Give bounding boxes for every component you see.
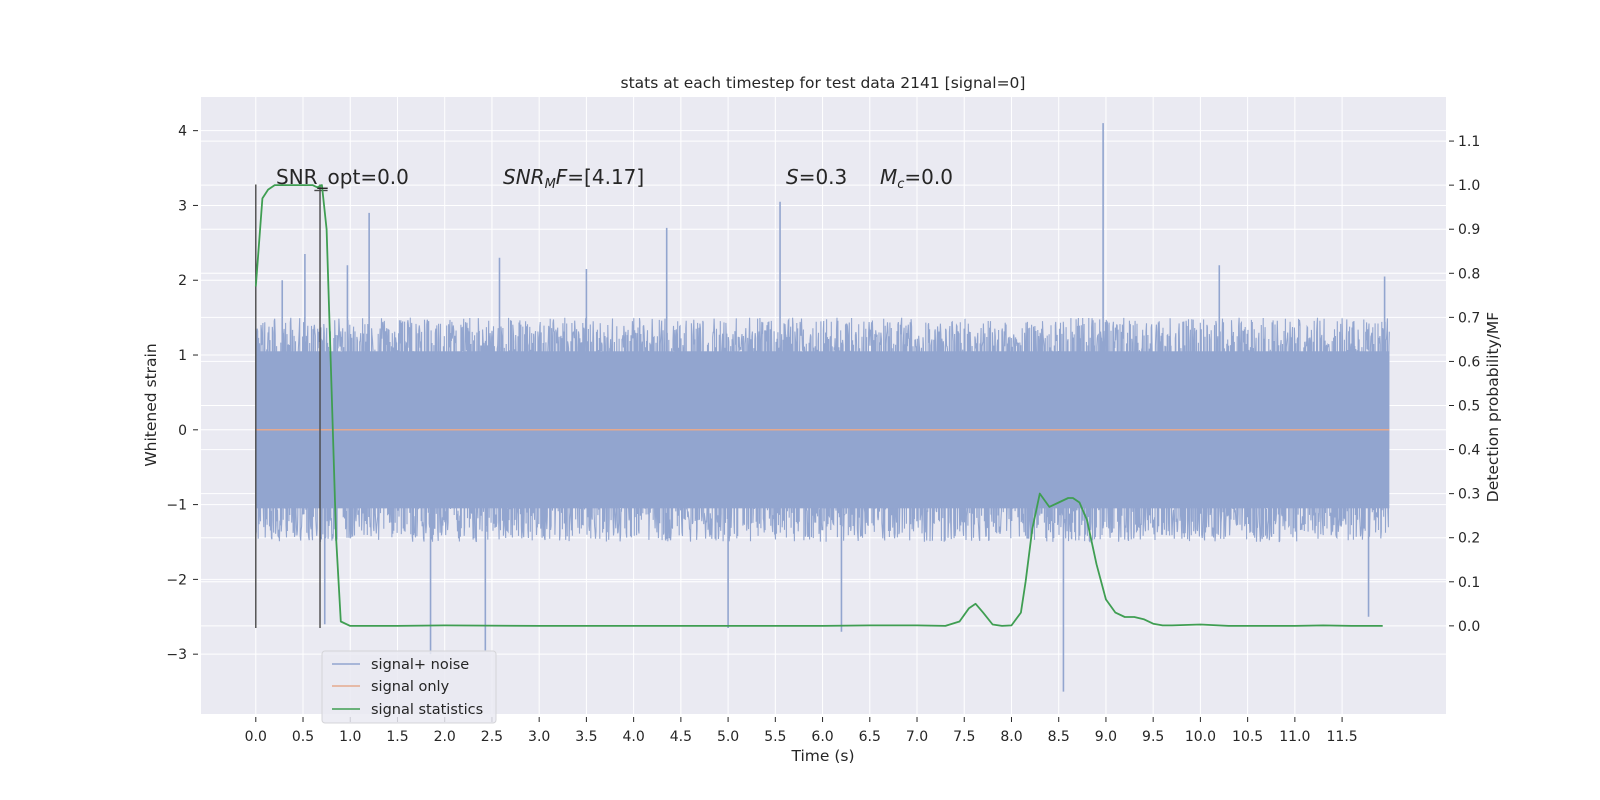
x-tick-label: 1.0 <box>339 729 361 745</box>
right-y-tick-label: 0.8 <box>1458 266 1480 282</box>
annotation-snr-mf: SNRMF=[4.17] <box>503 165 644 192</box>
annotation-mc-subscript: c <box>897 177 904 192</box>
annotation-mc-symbol: M <box>880 165 897 189</box>
left-y-axis-ticks: 4 3 2 1 0 −1 −2 −3 <box>166 124 198 663</box>
x-tick-label: 10.5 <box>1232 729 1263 745</box>
x-tick-label: 7.5 <box>953 729 975 745</box>
right-y-tick-label: 0.6 <box>1458 354 1480 370</box>
legend-label-noise: signal+ noise <box>371 657 469 673</box>
x-tick-label: 10.0 <box>1185 729 1216 745</box>
chart-title: stats at each timestep for test data 214… <box>621 74 1026 92</box>
x-tick-label: 5.5 <box>764 729 786 745</box>
right-y-tick-label: 0.2 <box>1458 531 1480 547</box>
left-y-tick-label: −1 <box>166 498 187 514</box>
x-tick-label: 0.0 <box>245 729 267 745</box>
x-tick-label: 6.5 <box>859 729 881 745</box>
x-tick-label: 8.0 <box>1000 729 1022 745</box>
x-tick-label: 7.0 <box>906 729 928 745</box>
legend: signal+ noise signal only signal statist… <box>321 650 497 724</box>
annotation-s-value: =0.3 <box>799 165 848 189</box>
right-y-tick-label: 0.3 <box>1458 487 1480 503</box>
statistics-line <box>254 184 1383 627</box>
annotation-mc: Mc=0.0 <box>880 165 953 192</box>
left-y-tick-label: 3 <box>178 198 187 214</box>
x-tick-label: 4.5 <box>670 729 692 745</box>
x-tick-label: 3.0 <box>528 729 550 745</box>
right-y-tick-label: 0.7 <box>1458 310 1480 326</box>
legend-box <box>321 650 497 724</box>
x-tick-label: 8.5 <box>1048 729 1070 745</box>
x-tick-label: 2.0 <box>434 729 456 745</box>
x-axis-label: Time (s) <box>790 747 854 765</box>
x-tick-label: 9.0 <box>1095 729 1117 745</box>
x-tick-label: 9.5 <box>1142 729 1164 745</box>
annotation-mc-value: =0.0 <box>904 165 953 189</box>
right-y-tick-label: 0.9 <box>1458 222 1480 238</box>
x-tick-label: 6.0 <box>811 729 833 745</box>
vertical-markers <box>255 184 328 628</box>
legend-label-signal: signal only <box>371 679 450 695</box>
annotation-s-symbol: S <box>786 165 799 189</box>
right-y-axis-label: Detection probability/MF <box>1484 312 1502 503</box>
x-tick-label: 2.5 <box>481 729 503 745</box>
left-y-tick-label: 0 <box>178 423 187 439</box>
annotation-snr-mf-symbol: SNR <box>503 165 545 189</box>
right-y-tick-label: 0.4 <box>1458 443 1480 459</box>
right-y-tick-label: 1.0 <box>1458 178 1480 194</box>
right-y-tick-label: 1.1 <box>1458 134 1480 150</box>
right-y-tick-label: 0.5 <box>1458 399 1480 415</box>
left-y-axis-label: Whitened strain <box>142 343 160 466</box>
left-y-tick-label: −2 <box>166 572 187 588</box>
legend-label-statistics: signal statistics <box>371 702 483 718</box>
x-axis-ticks: 0.0 0.5 1.0 1.5 2.0 2.5 3.0 3.5 4.0 4.5 5.0 5.5 6.0 6… <box>245 717 1358 745</box>
annotation-s: S=0.3 <box>786 165 847 189</box>
x-tick-label: 4.0 <box>622 729 644 745</box>
annotation-snr-mf-f: F <box>556 165 568 189</box>
left-y-tick-label: −3 <box>166 647 187 663</box>
x-tick-label: 11.0 <box>1279 729 1310 745</box>
x-tick-label: 0.5 <box>292 729 314 745</box>
signal-statistics-series <box>254 184 1383 627</box>
x-tick-label: 3.5 <box>575 729 597 745</box>
annotation-snr-opt: SNR_opt=0.0 <box>276 165 409 189</box>
left-y-tick-label: 2 <box>178 273 187 289</box>
x-tick-label: 5.0 <box>717 729 739 745</box>
annotation-snr-mf-value: =[4.17] <box>567 165 644 189</box>
x-tick-label: 1.5 <box>386 729 408 745</box>
right-y-tick-label: 0.0 <box>1458 619 1480 635</box>
right-y-axis-ticks: 1.1 1.0 0.9 0.8 0.7 0.6 0.5 0.4 0.3 0.2 0.1 0.0 <box>1449 134 1480 635</box>
right-y-tick-label: 0.1 <box>1458 575 1480 591</box>
x-tick-label: 11.5 <box>1327 729 1358 745</box>
annotation-snr-mf-subscript: M <box>545 177 556 192</box>
left-y-tick-label: 4 <box>178 124 187 140</box>
left-y-tick-label: 1 <box>178 348 187 364</box>
